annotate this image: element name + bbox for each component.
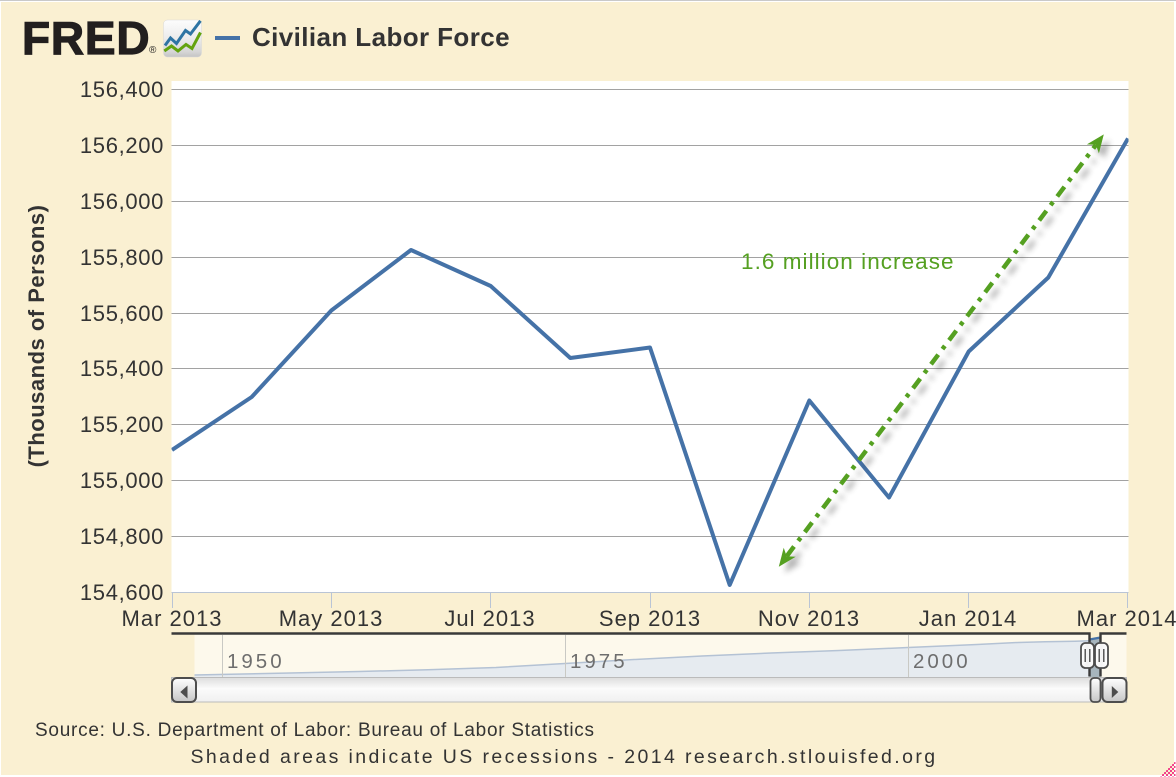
svg-text:156,400: 156,400 [80, 77, 164, 102]
svg-text:154,600: 154,600 [80, 580, 164, 605]
svg-text:1975: 1975 [570, 650, 628, 673]
svg-text:154,800: 154,800 [80, 524, 164, 549]
svg-text:1.6 million increase: 1.6 million increase [741, 249, 955, 274]
svg-text:1950: 1950 [227, 650, 285, 673]
svg-text:Nov 2013: Nov 2013 [758, 606, 860, 631]
svg-text:Mar 2013: Mar 2013 [122, 606, 223, 631]
svg-text:155,000: 155,000 [80, 468, 164, 493]
svg-text:Sep 2013: Sep 2013 [599, 606, 701, 631]
svg-text:156,000: 156,000 [80, 189, 164, 214]
svg-text:155,600: 155,600 [80, 301, 164, 326]
svg-text:Mar 2014: Mar 2014 [1077, 606, 1176, 631]
svg-text:155,800: 155,800 [80, 245, 164, 270]
svg-text:155,200: 155,200 [80, 412, 164, 437]
svg-text:Jul 2013: Jul 2013 [444, 606, 535, 631]
svg-text:Jan 2014: Jan 2014 [919, 606, 1018, 631]
svg-text:2000: 2000 [913, 650, 971, 673]
svg-text:156,200: 156,200 [80, 133, 164, 158]
svg-text:155,400: 155,400 [80, 356, 164, 381]
svg-text:May 2013: May 2013 [279, 606, 384, 631]
